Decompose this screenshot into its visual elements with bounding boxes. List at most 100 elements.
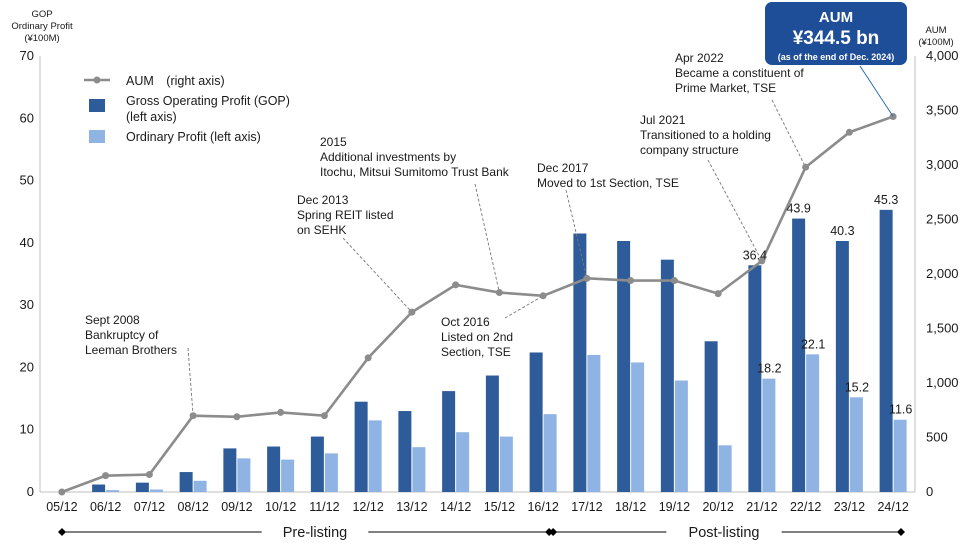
aum-line bbox=[61, 115, 894, 494]
left-tick-label: 50 bbox=[20, 173, 34, 188]
right-tick-label: 1,500 bbox=[926, 321, 959, 336]
right-tick-label: 2,500 bbox=[926, 212, 959, 227]
annotation-leader-line bbox=[771, 99, 807, 168]
gop-bar bbox=[310, 436, 324, 492]
gop-bar bbox=[529, 352, 543, 492]
ordinary-profit-bar bbox=[193, 480, 207, 492]
x-tick-label: 21/12 bbox=[746, 500, 777, 514]
gop-bar bbox=[660, 259, 674, 492]
aum-callout-value: ¥344.5 bn bbox=[793, 28, 880, 49]
ordinary-profit-bar bbox=[631, 362, 645, 492]
gop-bar bbox=[135, 482, 149, 492]
x-tick-label: 13/12 bbox=[396, 500, 427, 514]
legend-aum-label: AUM (right axis) bbox=[126, 74, 225, 88]
annotation-text: Dec 2017 bbox=[537, 161, 589, 175]
gop-bar bbox=[835, 240, 849, 492]
ordinary-data-label: 11.6 bbox=[889, 403, 912, 417]
annotation-text: on SEHK bbox=[297, 223, 346, 237]
left-tick-label: 0 bbox=[27, 484, 34, 499]
left-tick-label: 30 bbox=[20, 297, 34, 312]
ordinary-profit-bar bbox=[806, 354, 820, 492]
annotation-text: Became a constituent of bbox=[675, 66, 804, 80]
x-tick-label: 06/12 bbox=[90, 500, 121, 514]
x-tick-label: 11/12 bbox=[309, 500, 339, 514]
gop-bar bbox=[92, 484, 106, 492]
right-axis-title: AUM bbox=[925, 25, 946, 36]
right-tick-label: 3,000 bbox=[926, 157, 959, 172]
ordinary-profit-bar bbox=[762, 378, 776, 492]
ordinary-profit-bar bbox=[499, 436, 513, 492]
aum-callout-pointer bbox=[859, 65, 894, 117]
aum-point bbox=[408, 308, 416, 316]
x-tick-label: 16/12 bbox=[527, 500, 558, 514]
left-tick-label: 20 bbox=[20, 359, 34, 374]
post-listing-label-bg bbox=[666, 521, 782, 541]
aum-point bbox=[364, 354, 372, 362]
x-tick-label: 20/12 bbox=[702, 500, 733, 514]
x-tick-label: 10/12 bbox=[265, 500, 296, 514]
x-tick-label: 05/12 bbox=[46, 500, 77, 514]
gop-bar bbox=[398, 411, 412, 492]
aum-callout-note: (as of the end of Dec. 2024) bbox=[778, 52, 895, 62]
gop-bar bbox=[442, 391, 456, 492]
annotation-leader-line bbox=[565, 189, 588, 279]
aum-point bbox=[102, 472, 110, 480]
x-tick-label: 24/12 bbox=[877, 500, 908, 514]
annotation-leader-line bbox=[342, 237, 413, 313]
right-tick-label: 3,500 bbox=[926, 103, 959, 118]
aum-point bbox=[845, 128, 853, 136]
annotation-text: Bankruptcy of bbox=[85, 328, 159, 342]
annotation-text: Oct 2016 bbox=[441, 315, 490, 329]
legend-aum-marker bbox=[93, 76, 101, 84]
x-tick-label: 19/12 bbox=[659, 500, 690, 514]
right-tick-label: 4,000 bbox=[926, 48, 959, 63]
aum-point bbox=[495, 289, 503, 297]
period-arrow-diamond bbox=[58, 528, 66, 536]
gop-bar bbox=[748, 265, 762, 492]
annotation-text: Prime Market, TSE bbox=[675, 81, 776, 95]
annotation-text: Spring REIT listed bbox=[297, 208, 394, 222]
ordinary-profit-bar bbox=[849, 397, 863, 492]
aum-point bbox=[58, 488, 66, 496]
left-tick-label: 10 bbox=[20, 422, 34, 437]
annotation-leader-line bbox=[474, 183, 500, 293]
aum-point bbox=[670, 277, 678, 285]
left-axis-title: Ordinary Profit bbox=[11, 21, 73, 32]
annotation-text: 2015 bbox=[320, 135, 347, 149]
gop-bar bbox=[792, 218, 806, 492]
left-tick-label: 60 bbox=[20, 110, 34, 125]
aum-point bbox=[189, 412, 197, 420]
ordinary-profit-bar bbox=[893, 419, 907, 492]
x-tick-label: 07/12 bbox=[134, 500, 165, 514]
annotation-text: Leeman Brothers bbox=[85, 343, 177, 357]
legend-gop-label: (left axis) bbox=[126, 110, 177, 124]
x-tick-label: 17/12 bbox=[571, 500, 602, 514]
aum-point bbox=[233, 413, 241, 421]
right-tick-label: 0 bbox=[926, 484, 933, 499]
legend-ordinary-label: Ordinary Profit (left axis) bbox=[126, 130, 261, 144]
annotation-text: Listed on 2nd bbox=[441, 330, 513, 344]
right-tick-label: 1,000 bbox=[926, 375, 959, 390]
x-tick-label: 22/12 bbox=[790, 500, 821, 514]
gop-bar bbox=[704, 341, 718, 492]
gop-data-label: 40.3 bbox=[830, 224, 854, 238]
ordinary-profit-bar bbox=[674, 380, 688, 492]
annotation-text: Jul 2021 bbox=[640, 113, 686, 127]
annotation-text: Itochu, Mitsui Sumitomo Trust Bank bbox=[320, 165, 510, 179]
aum-point bbox=[758, 257, 766, 265]
ordinary-profit-bar bbox=[587, 354, 601, 492]
gop-bar bbox=[485, 375, 499, 492]
x-tick-label: 09/12 bbox=[221, 500, 252, 514]
ordinary-profit-bar bbox=[324, 453, 338, 492]
ordinary-data-label: 18.2 bbox=[757, 362, 781, 376]
ordinary-data-label: 22.1 bbox=[801, 337, 825, 351]
x-tick-label: 08/12 bbox=[177, 500, 208, 514]
annotation-text: Transitioned to a holding bbox=[640, 128, 771, 142]
gop-bar bbox=[179, 472, 193, 492]
aum-point bbox=[627, 277, 635, 285]
ordinary-profit-bar bbox=[237, 458, 251, 492]
ordinary-profit-bar bbox=[456, 432, 470, 492]
annotation-text: Section, TSE bbox=[441, 345, 511, 359]
aum-point bbox=[452, 281, 460, 289]
